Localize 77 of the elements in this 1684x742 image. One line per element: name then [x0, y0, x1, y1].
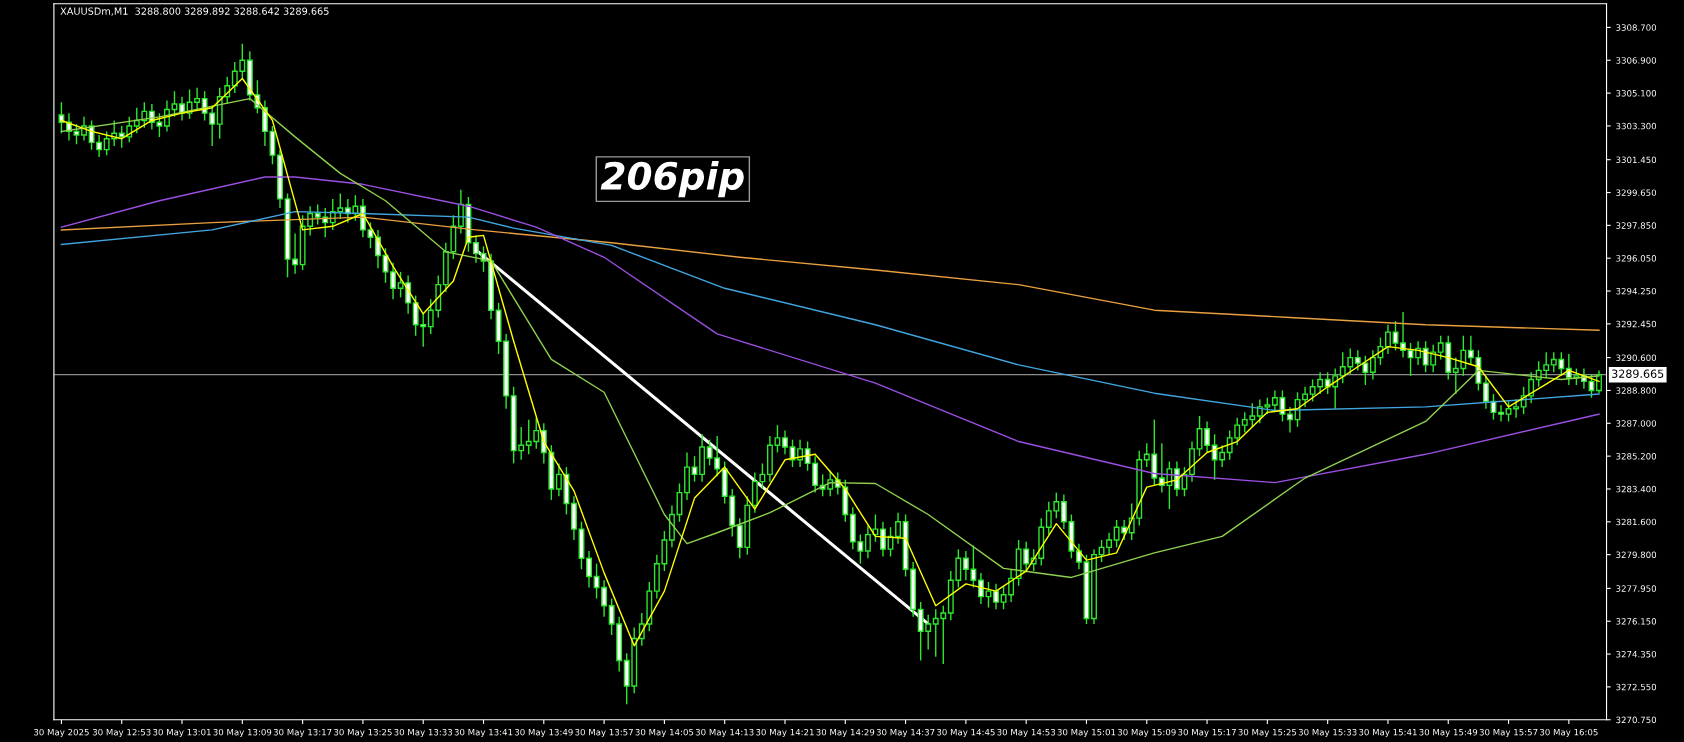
- y-tick-label: 3296.050: [1616, 255, 1657, 262]
- y-tick-label: 3294.250: [1616, 287, 1657, 295]
- y-tick-label: 3305.100: [1616, 89, 1657, 97]
- y-tick-label: 3306.900: [1616, 57, 1657, 64]
- x-tick-label: 30 May 16:05: [1539, 728, 1598, 738]
- y-tick-label: 3287.000: [1616, 420, 1657, 427]
- candlestick: [1482, 375, 1489, 410]
- y-tick-label: 3277.950: [1616, 585, 1657, 592]
- x-tick-label: 30 May 15:17: [1178, 728, 1236, 738]
- x-tick-label: 30 May 15:49: [1419, 728, 1478, 738]
- x-tick-label: 30 May 13:01: [153, 728, 211, 738]
- candlestick: [797, 439, 804, 468]
- x-tick-label: 30 May 13:49: [514, 728, 573, 738]
- candlestick: [1385, 324, 1391, 355]
- candlestick: [1204, 420, 1211, 454]
- y-tick-label: 3288.800: [1616, 387, 1657, 394]
- x-tick-label: 30 May 15:41: [1359, 728, 1417, 738]
- y-tick-label: 3292.450: [1616, 320, 1657, 328]
- line-series: [60, 77, 1600, 647]
- candlestick: [1392, 320, 1399, 352]
- annotation: 206pip: [600, 160, 744, 198]
- candlestick: [993, 583, 999, 611]
- y-tick-label: 3299.650: [1616, 189, 1657, 196]
- candlestick: [586, 550, 592, 589]
- candlestick: [1287, 406, 1293, 434]
- y-tick-label: 3301.450: [1616, 156, 1657, 164]
- x-tick-label: 30 May 14:29: [816, 728, 875, 738]
- candlestick: [782, 429, 788, 456]
- ref-line-label: 3289.665: [1612, 369, 1664, 378]
- x-tick-label: 30 May 13:33: [394, 728, 453, 738]
- y-tick-label: 3303.300: [1616, 122, 1657, 130]
- y-tick-label: 3274.350: [1616, 650, 1657, 658]
- line-series: [60, 210, 1600, 412]
- x-tick-label: 30 May 13:57: [575, 728, 633, 738]
- y-tick-label: 3270.750: [1616, 716, 1657, 724]
- y-tick-label: 3279.800: [1616, 551, 1657, 559]
- x-tick-label: 30 May 12:53: [92, 728, 151, 738]
- candlestick: [880, 521, 886, 558]
- x-tick-label: 30 May 13:25: [334, 728, 392, 738]
- x-tick-label: 30 May 14:37: [876, 728, 935, 738]
- y-tick-label: 3272.550: [1616, 683, 1657, 691]
- x-tick-label: 30 May 15:09: [1117, 728, 1176, 738]
- y-tick-label: 3281.600: [1616, 518, 1657, 526]
- candlestick: [1498, 404, 1504, 423]
- candlestick: [292, 232, 299, 275]
- candlestick: [1075, 543, 1082, 570]
- line-series: [60, 97, 1600, 579]
- candlestick: [171, 90, 178, 118]
- x-tick-label: 30 May 14:21: [756, 728, 814, 738]
- candlestick: [895, 511, 902, 545]
- candlestick: [390, 262, 397, 300]
- x-tick-label: 30 May 13:17: [273, 728, 332, 738]
- x-tick-label: 30 May 14:45: [937, 728, 995, 738]
- y-tick-label: 3297.850: [1616, 222, 1657, 229]
- x-tick-label: 30 May 15:01: [1057, 728, 1116, 738]
- x-tick-label: 30 May 13:41: [454, 728, 513, 738]
- candlestick: [977, 572, 984, 605]
- y-tick-label: 3285.200: [1616, 453, 1657, 460]
- candlestick: [691, 455, 698, 483]
- candlestick: [1302, 386, 1309, 408]
- x-tick-label: 30 May 15:33: [1298, 728, 1357, 738]
- x-tick-label: 30 May 15:25: [1238, 728, 1297, 738]
- candlestick: [1528, 371, 1535, 404]
- y-tick-label: 3290.600: [1616, 354, 1657, 362]
- x-tick-label: 30 May 15:57: [1479, 728, 1538, 738]
- x-tick-label: 30 May 14:53: [997, 728, 1056, 738]
- x-tick-label: 30 May 14:13: [695, 728, 754, 738]
- y-tick-label: 3308.700: [1616, 24, 1657, 31]
- y-tick-label: 3283.400: [1616, 485, 1657, 493]
- x-tick-label: 30 May 2025: [34, 728, 89, 738]
- candlestick: [1400, 311, 1406, 359]
- x-tick-label: 30 May 13:09: [213, 728, 272, 738]
- line-series: [60, 216, 1600, 331]
- x-tick-label: 30 May 14:05: [635, 728, 694, 738]
- chart-title: XAUUSDm,M1 3288.800 3289.892 3288.642 3289.665: [60, 7, 329, 16]
- y-tick-label: 3276.150: [1616, 618, 1657, 625]
- candlestick: [58, 101, 65, 134]
